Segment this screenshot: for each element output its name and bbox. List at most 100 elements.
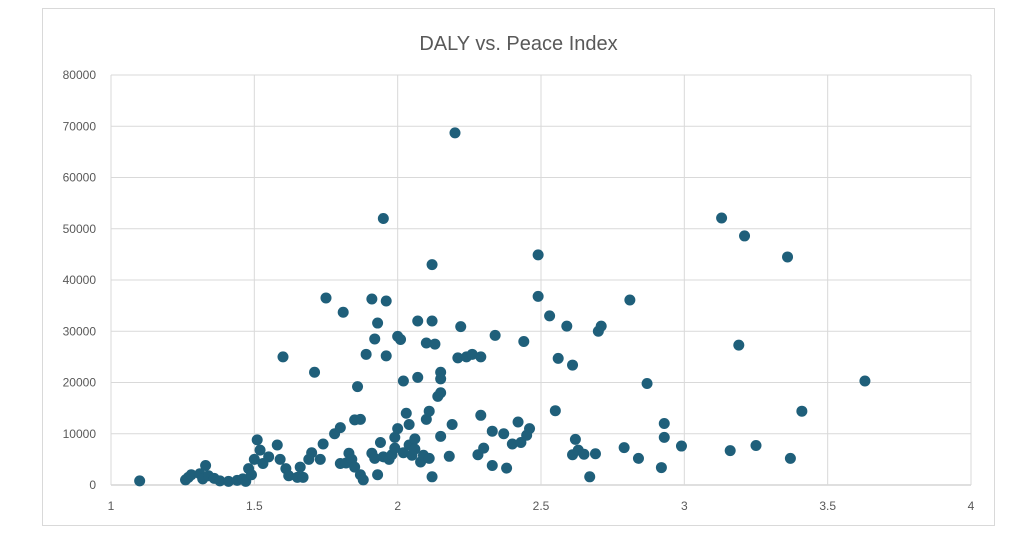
- data-point: [380, 350, 392, 362]
- data-point: [449, 127, 461, 139]
- y-tick-label: 40000: [63, 273, 97, 287]
- data-point: [584, 471, 596, 483]
- y-tick-label: 60000: [63, 171, 97, 185]
- data-point: [245, 469, 257, 481]
- data-point: [254, 444, 266, 456]
- data-point: [561, 320, 573, 332]
- data-point: [524, 423, 536, 435]
- y-tick-labels: 0 10000 20000 30000 40000 50000 60000 70000 8000…: [63, 68, 97, 492]
- data-point: [360, 348, 372, 360]
- data-point: [248, 453, 260, 465]
- data-point: [567, 359, 579, 371]
- data-point: [357, 474, 369, 486]
- data-point: [475, 351, 487, 363]
- data-point: [337, 306, 349, 318]
- y-tick-label: 80000: [63, 68, 97, 82]
- data-point: [506, 438, 518, 450]
- data-point: [409, 433, 421, 445]
- data-point: [389, 431, 401, 443]
- data-point: [426, 315, 438, 327]
- x-tick-label: 1.5: [246, 499, 263, 513]
- y-tick-label: 10000: [63, 427, 97, 441]
- x-tick-label: 2: [394, 499, 401, 513]
- x-tick-label: 2.5: [533, 499, 550, 513]
- data-point: [334, 422, 346, 434]
- data-point: [658, 431, 670, 443]
- data-point: [782, 251, 794, 263]
- data-point: [263, 451, 275, 463]
- data-point: [214, 475, 226, 487]
- y-tick-label: 30000: [63, 324, 97, 338]
- data-point: [552, 352, 564, 364]
- data-point: [595, 320, 607, 332]
- data-point: [420, 337, 432, 349]
- data-point: [739, 230, 751, 242]
- data-point: [624, 294, 636, 306]
- data-point: [641, 378, 653, 390]
- data-point: [403, 419, 415, 431]
- data-point: [397, 375, 409, 387]
- data-point: [309, 366, 321, 378]
- data-point: [532, 249, 544, 261]
- data-point: [397, 447, 409, 459]
- data-point: [369, 452, 381, 464]
- gridlines: [110, 74, 972, 486]
- data-point: [377, 213, 389, 224]
- x-tick-label: 3: [681, 499, 688, 513]
- data-point: [569, 433, 581, 445]
- y-tick-label: 20000: [63, 376, 97, 390]
- data-point: [395, 333, 407, 345]
- data-point: [796, 405, 808, 417]
- data-point: [354, 413, 366, 425]
- y-tick-label: 50000: [63, 222, 97, 236]
- data-point: [549, 405, 561, 417]
- data-point: [435, 373, 447, 385]
- data-point: [369, 333, 381, 345]
- data-point: [443, 450, 455, 462]
- data-point: [578, 448, 590, 460]
- data-point: [400, 407, 412, 419]
- data-point: [392, 423, 404, 435]
- data-point: [716, 212, 728, 224]
- data-point: [435, 387, 447, 399]
- data-point: [658, 418, 670, 429]
- x-tick-labels: 1 1.5 2 2.5 3 3.5 4: [108, 499, 975, 513]
- data-point: [412, 371, 424, 383]
- data-point: [366, 293, 378, 305]
- chart-title: DALY vs. Peace Index: [419, 33, 618, 55]
- data-point: [251, 434, 263, 446]
- data-point: [466, 348, 478, 360]
- data-point: [486, 460, 498, 472]
- data-point: [455, 321, 467, 333]
- data-point: [297, 471, 309, 483]
- data-point: [544, 310, 556, 322]
- data-point: [532, 290, 544, 302]
- data-point: [200, 460, 212, 472]
- data-point: [435, 430, 447, 442]
- data-point: [589, 448, 601, 460]
- data-point: [349, 461, 361, 473]
- data-point: [423, 405, 435, 417]
- data-point: [352, 381, 364, 393]
- data-point: [478, 442, 490, 454]
- x-tick-label: 3.5: [819, 499, 836, 513]
- data-point: [486, 425, 498, 437]
- data-point: [185, 469, 197, 481]
- data-point: [283, 470, 295, 482]
- data-point: [426, 259, 438, 271]
- data-point: [134, 475, 146, 487]
- data-point: [372, 469, 384, 481]
- data-point: [412, 315, 424, 327]
- data-point: [314, 453, 326, 465]
- data-point: [306, 447, 318, 459]
- data-points: [134, 127, 871, 487]
- x-tick-label: 4: [968, 499, 975, 513]
- y-tick-label: 0: [89, 478, 96, 492]
- data-point: [446, 419, 458, 431]
- data-point: [498, 428, 510, 440]
- data-point: [618, 442, 630, 454]
- data-point: [426, 471, 438, 483]
- data-point: [859, 375, 871, 387]
- y-tick-label: 70000: [63, 119, 97, 133]
